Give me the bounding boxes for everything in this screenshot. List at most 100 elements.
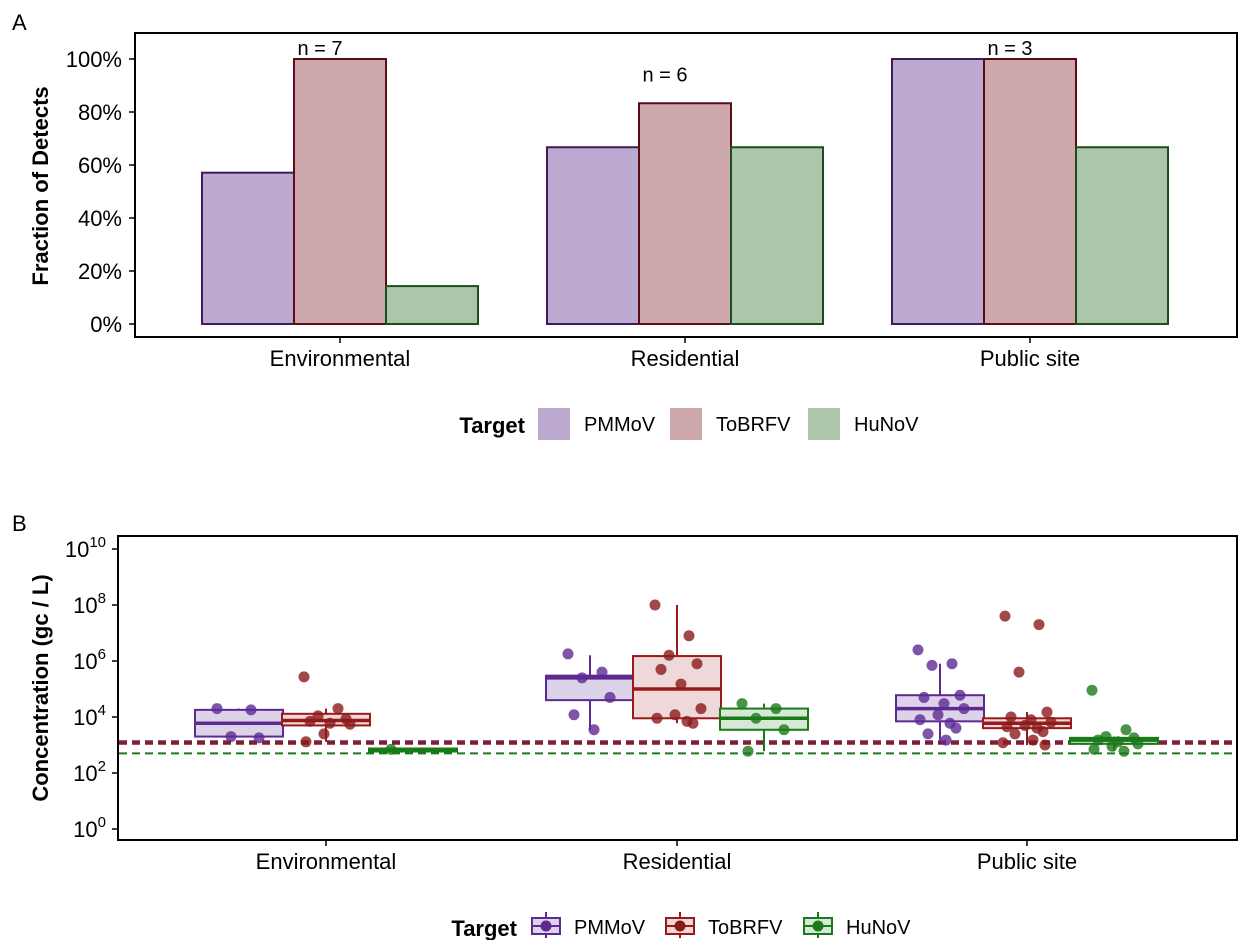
point-pmmov	[918, 691, 930, 703]
a-x-tick-label: Environmental	[270, 346, 411, 371]
point-tobrfv	[691, 658, 703, 670]
legend-label-hunov: HuNoV	[846, 917, 911, 939]
a-y-tick-label: 20%	[78, 259, 122, 284]
point-pmmov	[940, 734, 952, 746]
point-tobrfv	[1027, 734, 1039, 746]
point-tobrfv	[1039, 739, 1051, 751]
panel-a-x-tick-labels: Environmental Residential Public site	[270, 337, 1080, 371]
b-y-tick-exponent: 0	[98, 814, 106, 831]
b-y-tick-label: 104	[73, 702, 106, 730]
point-pmmov	[211, 703, 223, 715]
point-pmmov	[954, 689, 966, 701]
bar-tobrfv	[293, 58, 387, 325]
a-y-tick-label: 80%	[78, 100, 122, 125]
panel-a-frame	[134, 32, 1238, 338]
panel-b: B Concentration (gc / L) 100102104106108…	[12, 511, 1238, 940]
point-tobrfv	[1009, 728, 1021, 740]
point-tobrfv	[999, 610, 1011, 622]
point-tobrfv	[312, 710, 324, 722]
legend-label-pmmov: PMMoV	[574, 917, 646, 939]
point-pmmov	[938, 698, 950, 710]
a-x-tick-label: Residential	[631, 346, 740, 371]
point-hunov	[778, 724, 790, 736]
point-pmmov	[245, 704, 257, 716]
legend-title: Target	[451, 916, 517, 940]
point-tobrfv	[1041, 706, 1053, 718]
a-y-tick-label: 100%	[66, 47, 122, 72]
point-tobrfv	[304, 715, 316, 727]
point-hunov	[1086, 684, 1098, 696]
panel-a-bars	[201, 58, 1169, 326]
panel-b-threshold-lines	[119, 740, 1236, 755]
point-tobrfv	[318, 728, 330, 740]
panel-b-x-tick-labels: Environmental Residential Public site	[256, 840, 1077, 874]
point-tobrfv	[300, 736, 312, 748]
panel-a: A Fraction of Detects 0% 20% 40% 60% 80% 100%…	[12, 10, 1238, 440]
b-y-tick-label: 108	[73, 590, 106, 618]
b-y-tick-exponent: 8	[98, 590, 106, 607]
point-pmmov	[926, 659, 938, 671]
point-tobrfv	[1001, 721, 1013, 733]
point-tobrfv	[332, 703, 344, 715]
legend-key-point-tobrfv	[674, 920, 686, 932]
legend-label-tobrfv: ToBRFV	[708, 917, 783, 939]
b-y-tick-exponent: 4	[98, 702, 106, 719]
point-hunov	[742, 745, 754, 757]
point-pmmov	[588, 724, 600, 736]
point-hunov	[1118, 745, 1130, 757]
point-tobrfv	[1005, 711, 1017, 723]
b-x-tick-label: Environmental	[256, 849, 397, 874]
point-pmmov	[562, 648, 574, 660]
point-tobrfv	[683, 630, 695, 642]
point-pmmov	[253, 732, 265, 744]
b-y-tick-exponent: 10	[89, 534, 106, 551]
bar-hunov	[385, 285, 479, 326]
point-hunov	[1132, 738, 1144, 750]
point-hunov	[1106, 740, 1118, 752]
point-hunov	[736, 698, 748, 710]
point-tobrfv	[675, 678, 687, 690]
point-pmmov	[958, 703, 970, 715]
bar-hunov	[730, 146, 824, 325]
point-pmmov	[946, 658, 958, 670]
bar-tobrfv	[638, 102, 732, 325]
panel-b-boxes	[194, 599, 1159, 757]
point-tobrfv	[663, 649, 675, 661]
b-y-tick-label: 106	[73, 646, 106, 674]
point-pmmov	[604, 691, 616, 703]
point-hunov	[1088, 743, 1100, 755]
point-hunov	[1092, 734, 1104, 746]
bar-pmmov	[891, 58, 985, 325]
legend-key-point-pmmov	[540, 920, 552, 932]
a-y-tick-label: 60%	[78, 153, 122, 178]
b-y-tick-exponent: 6	[98, 646, 106, 663]
a-y-tick-label: 40%	[78, 206, 122, 231]
panel-b-y-axis-label: Concentration (gc / L)	[28, 574, 53, 801]
point-tobrfv	[1013, 666, 1025, 678]
point-tobrfv	[649, 599, 661, 611]
point-pmmov	[914, 714, 926, 726]
point-tobrfv	[1019, 719, 1031, 731]
sample-size-label: n = 6	[642, 64, 687, 86]
point-tobrfv	[651, 712, 663, 724]
point-tobrfv	[1037, 726, 1049, 738]
panel-b-label: B	[12, 511, 27, 536]
sample-size-label: n = 3	[987, 38, 1032, 60]
b-y-tick-label: 102	[73, 758, 106, 786]
point-tobrfv	[695, 703, 707, 715]
bar-pmmov	[546, 146, 640, 325]
legend-title: Target	[459, 413, 525, 438]
panel-a-n-labels: n = 7 n = 6 n = 3	[297, 38, 1032, 86]
point-pmmov	[568, 709, 580, 721]
point-hunov	[770, 703, 782, 715]
legend-swatch-pmmov	[538, 408, 570, 440]
bar-pmmov	[201, 171, 295, 325]
b-x-tick-label: Residential	[623, 849, 732, 874]
panel-a-label: A	[12, 10, 27, 35]
legend-swatch-tobrfv	[670, 408, 702, 440]
sample-size-label: n = 7	[297, 38, 342, 60]
b-y-tick-label: 100	[73, 814, 106, 842]
point-tobrfv	[324, 717, 336, 729]
